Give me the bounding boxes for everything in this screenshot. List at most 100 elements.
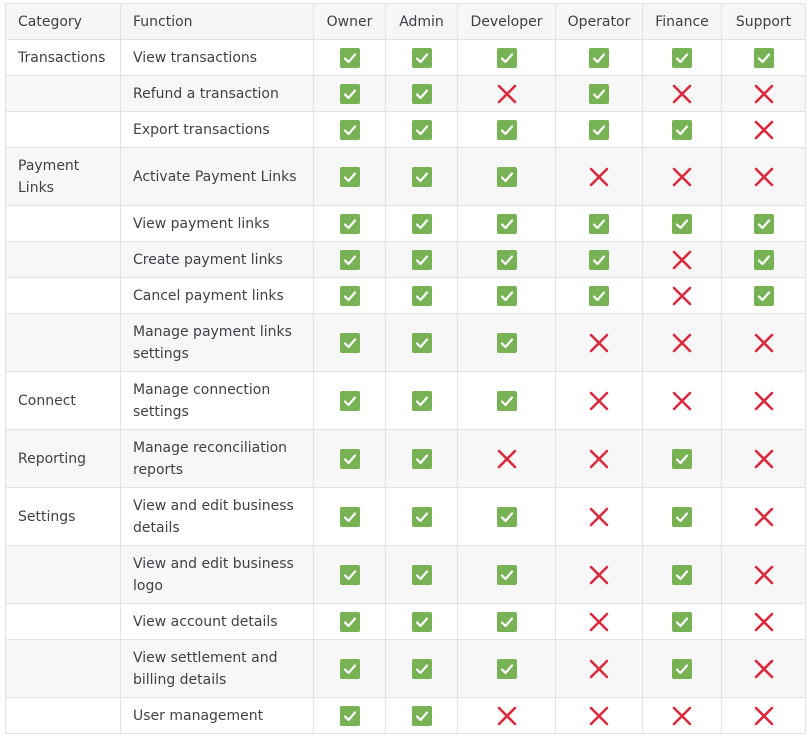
permission-cell-developer — [457, 313, 556, 372]
check-icon — [672, 564, 692, 585]
check-icon — [589, 47, 609, 68]
cross-icon — [754, 612, 774, 632]
permission-cell-developer — [457, 487, 556, 546]
permission-cell-owner — [313, 277, 386, 314]
table-row: View settlement and billing details — [5, 639, 806, 698]
permission-cell-owner — [313, 147, 386, 206]
permission-cell-operator — [555, 429, 643, 488]
check-icon — [411, 705, 432, 726]
function-cell: View and edit business details — [120, 487, 314, 546]
function-cell: Activate Payment Links — [120, 147, 314, 206]
permission-cell-finance — [642, 639, 722, 698]
permission-cell-owner — [313, 39, 386, 76]
check-icon — [411, 448, 432, 469]
permission-cell-admin — [385, 147, 458, 206]
permission-cell-support — [721, 545, 806, 604]
check-icon — [339, 119, 360, 140]
permission-cell-operator — [555, 603, 643, 640]
category-cell: Reporting — [5, 429, 121, 488]
permission-cell-operator — [555, 371, 643, 430]
cross-icon — [497, 449, 517, 469]
permission-cell-finance — [642, 371, 722, 430]
table-row: Create payment links — [5, 241, 806, 278]
cross-icon — [754, 507, 774, 527]
table-row: View and edit business logo — [5, 545, 806, 604]
category-cell — [5, 639, 121, 698]
permission-cell-owner — [313, 241, 386, 278]
table-row: Export transactions — [5, 111, 806, 148]
check-icon — [339, 213, 360, 234]
cross-icon — [672, 706, 692, 726]
check-icon — [496, 119, 517, 140]
permission-cell-admin — [385, 697, 458, 734]
permission-cell-admin — [385, 313, 458, 372]
permission-cell-operator — [555, 313, 643, 372]
check-icon — [411, 611, 432, 632]
permission-cell-owner — [313, 205, 386, 242]
table-row: Reporting Manage reconciliation reports — [5, 429, 806, 488]
permission-cell-finance — [642, 39, 722, 76]
permission-cell-support — [721, 39, 806, 76]
function-cell: Cancel payment links — [120, 277, 314, 314]
cross-icon — [589, 167, 609, 187]
check-icon — [496, 332, 517, 353]
permission-cell-admin — [385, 277, 458, 314]
category-cell — [5, 111, 121, 148]
check-icon — [672, 448, 692, 469]
permission-cell-finance — [642, 205, 722, 242]
cross-icon — [589, 507, 609, 527]
permission-cell-developer — [457, 241, 556, 278]
table-row: User management — [5, 697, 806, 734]
permission-cell-support — [721, 111, 806, 148]
check-icon — [672, 119, 692, 140]
header-operator: Operator — [555, 3, 643, 40]
permission-cell-developer — [457, 371, 556, 430]
cross-icon — [497, 706, 517, 726]
header-function: Function — [120, 3, 314, 40]
header-row: Category Function Owner Admin Developer … — [5, 3, 806, 40]
header-category: Category — [5, 3, 121, 40]
check-icon — [496, 285, 517, 306]
check-icon — [411, 506, 432, 527]
cross-icon — [589, 612, 609, 632]
permission-cell-owner — [313, 697, 386, 734]
category-cell: Transactions — [5, 39, 121, 76]
permission-cell-admin — [385, 111, 458, 148]
table-row: View account details — [5, 603, 806, 640]
permission-cell-finance — [642, 147, 722, 206]
check-icon — [672, 213, 692, 234]
table-row: Connect Manage connection settings — [5, 371, 806, 430]
check-icon — [411, 564, 432, 585]
cross-icon — [672, 391, 692, 411]
category-cell — [5, 545, 121, 604]
check-icon — [339, 166, 360, 187]
permission-cell-finance — [642, 313, 722, 372]
permission-cell-developer — [457, 39, 556, 76]
permission-cell-developer — [457, 147, 556, 206]
function-cell: View payment links — [120, 205, 314, 242]
check-icon — [411, 285, 432, 306]
check-icon — [339, 285, 360, 306]
check-icon — [496, 47, 517, 68]
function-cell: Manage connection settings — [120, 371, 314, 430]
permission-cell-support — [721, 697, 806, 734]
cross-icon — [672, 250, 692, 270]
cross-icon — [589, 449, 609, 469]
permission-cell-owner — [313, 603, 386, 640]
cross-icon — [754, 659, 774, 679]
category-cell — [5, 75, 121, 112]
header-owner: Owner — [313, 3, 386, 40]
permission-cell-owner — [313, 545, 386, 604]
check-icon — [589, 83, 609, 104]
cross-icon — [589, 391, 609, 411]
function-cell: Refund a transaction — [120, 75, 314, 112]
check-icon — [589, 119, 609, 140]
category-cell — [5, 313, 121, 372]
check-icon — [411, 166, 432, 187]
permission-cell-support — [721, 429, 806, 488]
permission-cell-finance — [642, 603, 722, 640]
header-finance: Finance — [642, 3, 722, 40]
permission-cell-operator — [555, 277, 643, 314]
function-cell: View account details — [120, 603, 314, 640]
check-icon — [339, 611, 360, 632]
